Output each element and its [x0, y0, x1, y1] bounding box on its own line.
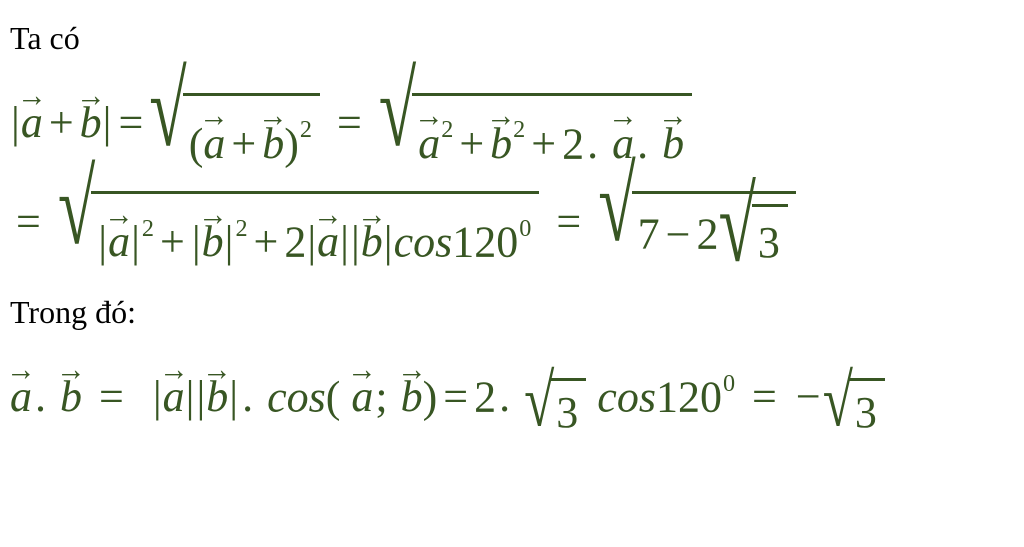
- sqrt-6: √3: [823, 378, 885, 438]
- vector-b: b: [662, 106, 684, 169]
- abs-a-plus-b: |a+b|: [10, 85, 112, 148]
- equals-2: =: [331, 98, 368, 147]
- sqrt-2: √ a2+b2+2.a.b: [379, 93, 692, 169]
- sqrt-5: √3: [524, 378, 586, 438]
- vector-a: a: [21, 85, 43, 148]
- equation-line-2: = √ |a|2+|b|2+2|a||b|cos1200 = √ 7−2√3: [10, 191, 1014, 272]
- sqrt-1: √ (a+b)2: [149, 93, 320, 169]
- vector-b: b: [60, 359, 82, 422]
- equals-6: =: [437, 372, 474, 421]
- equals-4: =: [550, 197, 587, 246]
- vector-a: a: [203, 106, 225, 169]
- equation-line-3: a.b=|a||b|.cos(a;b)=2.√3cos1200=−√3: [10, 359, 1014, 438]
- equals-7: =: [746, 372, 783, 421]
- vector-a: a: [418, 106, 440, 169]
- equals-1: =: [112, 98, 149, 147]
- sqrt-inner-3: √3: [718, 204, 787, 272]
- vector-b: b: [262, 106, 284, 169]
- sqrt-3: √ |a|2+|b|2+2|a||b|cos1200: [58, 191, 540, 267]
- vector-a: a: [10, 359, 32, 422]
- equals-3: =: [10, 197, 47, 246]
- vector-b: b: [80, 85, 102, 148]
- equals-5: =: [93, 372, 130, 421]
- document-page: Ta có |a+b| = √ (a+b)2 = √ a2+b2+2.a.b =…: [0, 0, 1024, 438]
- equation-line-1: |a+b| = √ (a+b)2 = √ a2+b2+2.a.b: [10, 85, 1014, 169]
- sqrt-4: √ 7−2√3: [598, 191, 796, 272]
- vector-b: b: [490, 106, 512, 169]
- mid-text: Trong đó:: [10, 294, 1018, 331]
